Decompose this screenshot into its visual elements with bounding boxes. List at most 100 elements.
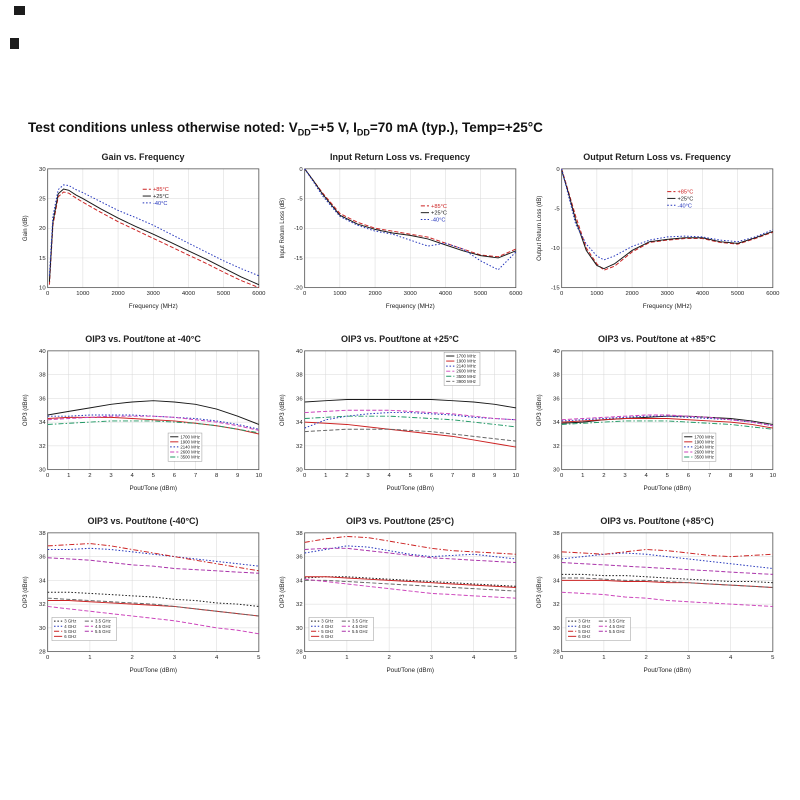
chart-cell-oip3-ghz-plus85: OIP3 vs. Pout/tone (+85°C) 0 1 2 3 4 5 28 30 32 3… [534, 516, 780, 688]
svg-text:2000: 2000 [625, 291, 638, 297]
svg-text:30: 30 [296, 626, 303, 632]
svg-text:1900 MHz: 1900 MHz [456, 359, 476, 364]
svg-text:5000: 5000 [731, 291, 744, 297]
chart-grid: Gain vs. Frequency 0 1000 2000 3000 4000 5000… [20, 152, 780, 688]
chart-title: OIP3 vs. Pout/tone (+85°C) [600, 516, 714, 526]
svg-text:3000: 3000 [147, 291, 160, 297]
svg-text:Pout/Tone (dBm): Pout/Tone (dBm) [129, 485, 177, 492]
svg-text:28: 28 [553, 650, 560, 656]
svg-text:40: 40 [296, 349, 303, 355]
test-conditions-text-2: =+5 V, I [310, 120, 357, 135]
test-conditions-text-1: Test conditions unless otherwise noted: … [28, 120, 298, 135]
svg-text:3.5 GHz: 3.5 GHz [95, 619, 111, 624]
svg-text:0: 0 [46, 291, 49, 297]
svg-text:1: 1 [581, 473, 584, 479]
svg-text:5 GHz: 5 GHz [578, 629, 590, 634]
svg-text:Frequency (MHz): Frequency (MHz) [386, 303, 435, 310]
svg-text:Frequency (MHz): Frequency (MHz) [643, 303, 692, 310]
svg-text:5: 5 [514, 655, 517, 661]
svg-text:3500 MHz: 3500 MHz [180, 455, 200, 460]
svg-text:4000: 4000 [696, 291, 709, 297]
svg-text:0: 0 [560, 473, 563, 479]
scan-artifact-left [10, 38, 19, 49]
svg-text:Input Return Loss (dB): Input Return Loss (dB) [279, 198, 286, 259]
svg-text:3.5 GHz: 3.5 GHz [352, 619, 368, 624]
svg-text:OIP3 (dBm): OIP3 (dBm) [279, 394, 286, 426]
svg-text:-20: -20 [294, 286, 303, 292]
svg-text:38: 38 [296, 373, 303, 379]
svg-text:4: 4 [387, 473, 391, 479]
svg-text:+85°C: +85°C [153, 187, 169, 193]
svg-text:5.5 GHz: 5.5 GHz [95, 629, 111, 634]
svg-text:4000: 4000 [439, 291, 452, 297]
svg-text:1900 MHz: 1900 MHz [694, 440, 714, 445]
svg-text:3.5 GHz: 3.5 GHz [609, 619, 625, 624]
svg-text:-15: -15 [551, 286, 560, 292]
svg-text:38: 38 [39, 373, 46, 379]
svg-text:9: 9 [493, 473, 496, 479]
svg-text:4: 4 [644, 473, 648, 479]
svg-text:3: 3 [430, 655, 433, 661]
svg-text:1: 1 [602, 655, 605, 661]
chart-cell-oip3-plus25: OIP3 vs. Pout/tone at +25°C 0 1 2 3 4 5 6 7 8 9 10… [277, 334, 523, 506]
svg-text:30: 30 [39, 626, 46, 632]
test-conditions-text-3: =70 mA (typ.), Temp=+25°C [369, 120, 543, 135]
svg-text:2000: 2000 [111, 291, 124, 297]
chart-cell-input-return-loss: Input Return Loss vs. Frequency 0 1000 200… [277, 152, 523, 324]
svg-text:3000: 3000 [661, 291, 674, 297]
svg-text:1: 1 [345, 655, 348, 661]
svg-text:2: 2 [345, 473, 348, 479]
svg-text:36: 36 [553, 396, 560, 402]
svg-text:6: 6 [430, 473, 433, 479]
svg-text:2: 2 [88, 473, 91, 479]
svg-text:2600 MHz: 2600 MHz [694, 450, 714, 455]
svg-text:15: 15 [39, 256, 46, 262]
svg-text:-5: -5 [554, 206, 559, 212]
svg-text:34: 34 [296, 578, 303, 584]
svg-text:32: 32 [553, 602, 560, 608]
svg-text:0: 0 [299, 167, 302, 173]
svg-text:OIP3 (dBm): OIP3 (dBm) [22, 394, 29, 426]
svg-text:38: 38 [39, 531, 46, 537]
svg-text:4.5 GHz: 4.5 GHz [609, 624, 625, 629]
svg-text:2: 2 [130, 655, 133, 661]
svg-text:30: 30 [296, 468, 303, 474]
svg-text:6 GHz: 6 GHz [321, 634, 333, 639]
svg-text:+85°C: +85°C [431, 204, 447, 210]
svg-text:34: 34 [296, 420, 303, 426]
svg-text:34: 34 [39, 578, 46, 584]
svg-text:-40°C: -40°C [431, 218, 445, 224]
svg-text:Output Return Loss (dB): Output Return Loss (dB) [536, 196, 543, 261]
svg-text:1: 1 [88, 655, 91, 661]
vdd-subscript: DD [297, 127, 311, 138]
svg-text:4: 4 [729, 655, 733, 661]
svg-text:0: 0 [303, 291, 306, 297]
svg-text:7: 7 [451, 473, 454, 479]
svg-text:OIP3 (dBm): OIP3 (dBm) [279, 576, 286, 608]
svg-text:30: 30 [553, 468, 560, 474]
svg-text:0: 0 [556, 167, 559, 173]
svg-text:10: 10 [770, 473, 777, 479]
svg-text:4 GHz: 4 GHz [578, 624, 590, 629]
svg-text:36: 36 [553, 555, 560, 561]
svg-text:40: 40 [39, 349, 46, 355]
svg-text:8: 8 [729, 473, 732, 479]
svg-text:3000: 3000 [404, 291, 417, 297]
svg-text:4: 4 [215, 655, 219, 661]
svg-text:32: 32 [39, 444, 46, 450]
svg-text:25: 25 [39, 197, 46, 203]
svg-text:30: 30 [39, 468, 46, 474]
svg-text:32: 32 [296, 444, 303, 450]
svg-text:28: 28 [296, 650, 303, 656]
svg-text:6000: 6000 [509, 291, 522, 297]
svg-text:5 GHz: 5 GHz [321, 629, 333, 634]
idd-subscript: DD [356, 127, 370, 138]
svg-text:5 GHz: 5 GHz [64, 629, 76, 634]
svg-text:2140 MHz: 2140 MHz [456, 364, 476, 369]
svg-text:36: 36 [39, 555, 46, 561]
svg-text:38: 38 [553, 373, 560, 379]
svg-text:38: 38 [296, 531, 303, 537]
chart-cell-oip3-minus40: OIP3 vs. Pout/tone at -40°C 0 1 2 3 4 5 6 7 8 9 10… [20, 334, 266, 506]
svg-text:5.5 GHz: 5.5 GHz [352, 629, 368, 634]
